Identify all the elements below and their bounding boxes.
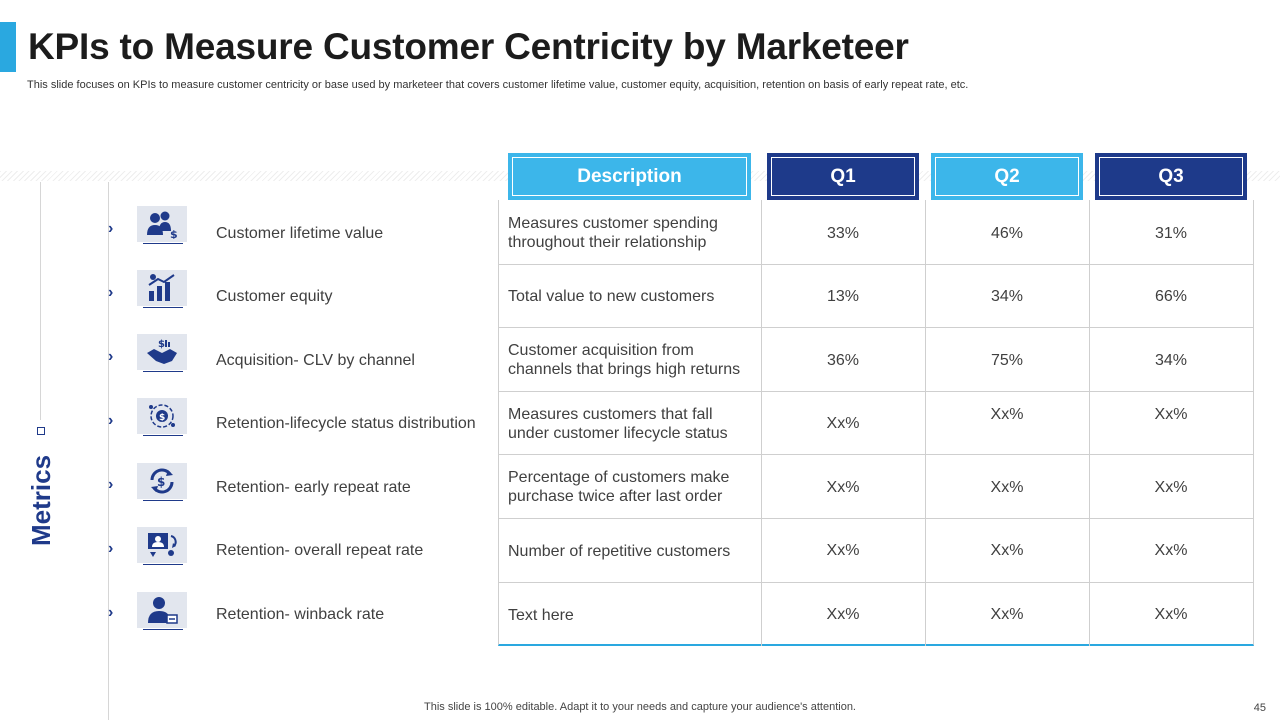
header-q3: Q3 (1095, 153, 1247, 200)
icon-underline (143, 435, 183, 436)
chevron-right-icon: › (108, 476, 114, 493)
table-row-divider (498, 454, 1254, 455)
description-cell: Number of repetitive customers (508, 543, 731, 560)
q3-cell: Xx% (1154, 542, 1188, 559)
lifecycle-icon: $ (137, 398, 187, 434)
icon-underline (143, 564, 183, 565)
metric-row: › $ Acquisition- CLV by channel (108, 334, 498, 397)
metric-label: Customer lifetime value (216, 225, 384, 242)
handshake-icon: $ (137, 334, 187, 370)
title-accent-bar (0, 22, 16, 72)
metric-row: › Customer equity (108, 270, 498, 333)
table-col-divider (1089, 200, 1090, 646)
q2-cell: 34% (990, 288, 1024, 305)
metric-row: › $ Retention-lifecycle status distribut… (108, 398, 498, 461)
description-cell: Measures customers that fall under custom… (508, 406, 728, 442)
icon-underline (143, 243, 183, 244)
header-q2: Q2 (931, 153, 1083, 200)
metric-label: Retention- winback rate (216, 606, 385, 623)
metrics-marker (37, 427, 45, 435)
table-row-divider (498, 582, 1254, 583)
chevron-right-icon: › (108, 540, 114, 557)
q3-cell: 66% (1154, 288, 1188, 305)
chevron-right-icon: › (108, 284, 114, 301)
kpi-table (498, 200, 1254, 646)
customer-value-icon: $ (137, 206, 187, 242)
q1-cell: Xx% (826, 606, 860, 623)
table-row-divider (498, 391, 1254, 392)
chevron-right-icon: › (108, 412, 114, 429)
page-title: KPIs to Measure Customer Centricity by M… (28, 26, 909, 67)
metric-row: › $ Customer lifetime value (108, 206, 498, 269)
metrics-divider (108, 182, 109, 720)
q3-cell: Xx% (1154, 406, 1188, 423)
svg-text:$: $ (159, 413, 165, 423)
metric-row: › $ Retention- early repeat rate (108, 463, 498, 526)
q1-cell: Xx% (826, 479, 860, 496)
metric-row: › Retention- overall repeat rate (108, 527, 498, 590)
q2-cell: 46% (990, 225, 1024, 242)
metric-label: Retention- early repeat rate (216, 479, 411, 496)
description-cell: Percentage of customers make purchase twi… (508, 469, 730, 505)
q2-cell: Xx% (990, 406, 1024, 423)
description-cell: Measures customer spending throughout the… (508, 215, 718, 251)
q2-cell: Xx% (990, 542, 1024, 559)
description-cell: Customer acquisition from channels that b… (508, 342, 741, 378)
q1-cell: 33% (826, 225, 860, 242)
repeat-customer-icon (137, 527, 187, 563)
icon-underline (143, 307, 183, 308)
svg-text:$: $ (170, 228, 178, 239)
metrics-side-label: Metrics (26, 454, 56, 546)
chevron-right-icon: › (108, 604, 114, 621)
growth-chart-icon (137, 270, 187, 306)
table-row-divider (498, 327, 1254, 328)
q1-cell: Xx% (826, 542, 860, 559)
description-cell: Total value to new customers (508, 288, 715, 305)
metric-label: Customer equity (216, 288, 333, 305)
chevron-right-icon: › (108, 220, 114, 237)
q3-cell: Xx% (1154, 479, 1188, 496)
metric-label: Retention- overall repeat rate (216, 542, 424, 559)
icon-underline (143, 629, 183, 630)
svg-text:$: $ (158, 339, 165, 350)
table-col-divider (761, 200, 762, 646)
chevron-right-icon: › (108, 348, 114, 365)
table-row-divider (498, 518, 1254, 519)
description-cell: Text here (508, 607, 574, 624)
icon-underline (143, 371, 183, 372)
q2-cell: 75% (990, 352, 1024, 369)
q3-cell: 34% (1154, 352, 1188, 369)
page-subtitle: This slide focuses on KPIs to measure cu… (27, 79, 969, 91)
icon-underline (143, 500, 183, 501)
table-row-divider (498, 264, 1254, 265)
header-description: Description (508, 153, 751, 200)
repeat-dollar-icon: $ (137, 463, 187, 499)
metric-label: Retention-lifecycle status distribution (216, 415, 476, 432)
side-divider (40, 182, 41, 420)
header-q1: Q1 (767, 153, 919, 200)
q2-cell: Xx% (990, 479, 1024, 496)
metric-label: Acquisition- CLV by channel (216, 352, 415, 369)
table-col-divider (925, 200, 926, 646)
svg-text:$: $ (157, 475, 165, 489)
q2-cell: Xx% (990, 606, 1024, 623)
q1-cell: 36% (826, 352, 860, 369)
q1-cell: 13% (826, 288, 860, 305)
q1-cell: Xx% (826, 415, 860, 432)
page-number: 45 (1253, 702, 1266, 714)
winback-user-icon (137, 592, 187, 628)
q3-cell: Xx% (1154, 606, 1188, 623)
metric-row: › Retention- winback rate (108, 592, 498, 655)
q3-cell: 31% (1154, 225, 1188, 242)
footer-note: This slide is 100% editable. Adapt it to… (424, 701, 856, 713)
